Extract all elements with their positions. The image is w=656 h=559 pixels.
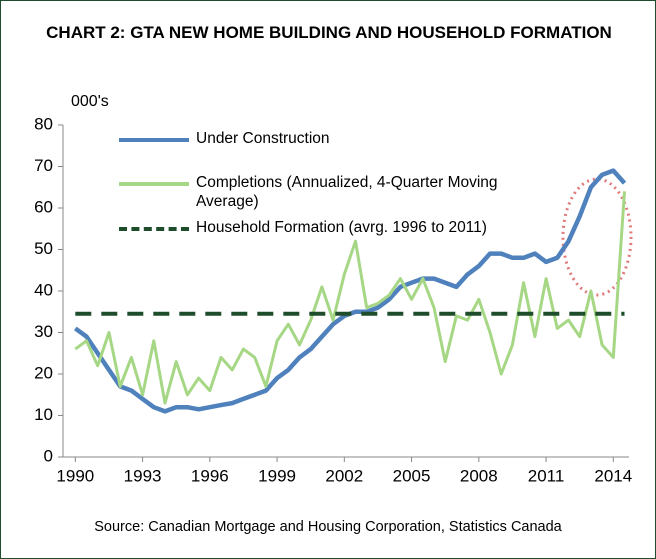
legend-item: Under Construction [119, 129, 559, 148]
x-tick-label: 2011 [528, 466, 565, 485]
y-axis-label: 000's [71, 93, 109, 110]
x-tick-label: 1996 [191, 466, 229, 485]
y-tick-label: 70 [34, 156, 53, 175]
y-tick-label: 30 [34, 322, 53, 341]
x-tick-label: 2002 [325, 466, 363, 485]
legend-item: Completions (Annualized, 4-Quarter Movin… [119, 173, 559, 211]
x-tick-label: 2008 [460, 466, 498, 485]
x-tick-label: 2014 [594, 466, 632, 485]
legend-item: Household Formation (avrg. 1996 to 2011) [119, 218, 559, 237]
y-tick-label: 0 [44, 446, 53, 465]
legend-swatch [119, 227, 189, 231]
y-tick-label: 40 [34, 280, 53, 299]
x-tick-label: 1993 [124, 466, 162, 485]
legend-swatch [119, 138, 189, 142]
legend-label: Under Construction [196, 130, 330, 147]
y-tick-label: 20 [34, 363, 53, 382]
x-tick-label: 2005 [393, 466, 431, 485]
y-tick-label: 50 [34, 239, 53, 258]
x-tick-label: 1999 [258, 466, 296, 485]
y-tick-label: 80 [34, 114, 53, 133]
x-tick-label: 1990 [56, 466, 94, 485]
legend-swatch [119, 182, 189, 186]
legend-label: Household Formation (avrg. 1996 to 2011) [196, 219, 487, 236]
legend-label: Completions (Annualized, 4-Quarter Movin… [196, 174, 498, 210]
y-tick-label: 60 [34, 197, 53, 216]
series-line [74, 191, 626, 405]
source-note: Source: Canadian Mortgage and Housing Co… [94, 519, 562, 535]
highlight-ellipse [561, 177, 633, 297]
y-tick-label: 10 [34, 405, 53, 424]
chart-title: CHART 2: GTA NEW HOME BUILDING AND HOUSE… [46, 23, 612, 42]
